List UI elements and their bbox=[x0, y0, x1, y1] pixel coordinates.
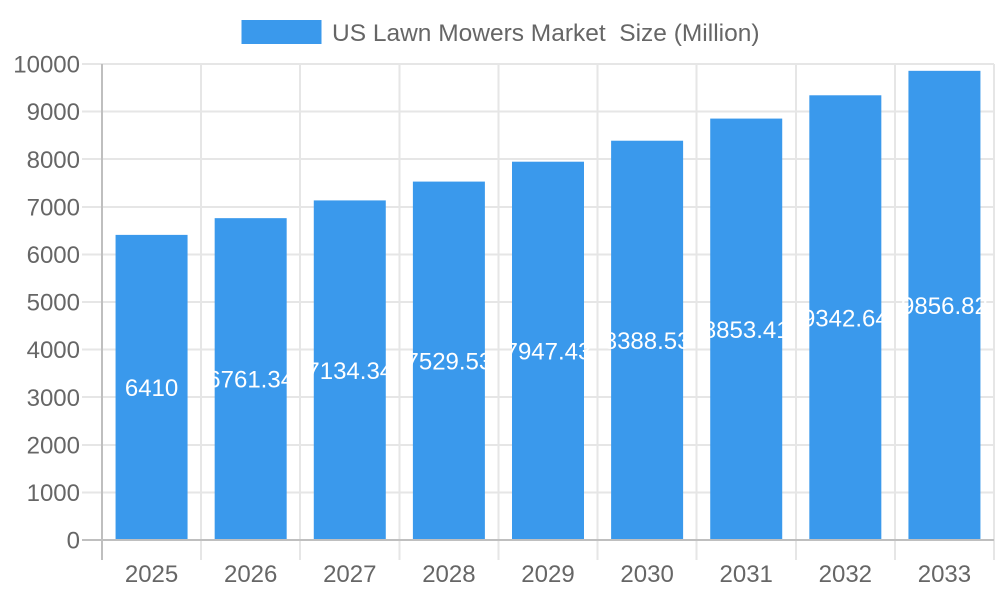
svg-text:3000: 3000 bbox=[27, 385, 80, 412]
svg-text:US Lawn Mowers Market Size (M: US Lawn Mowers Market Size (Million) bbox=[332, 20, 760, 47]
svg-text:2032: 2032 bbox=[819, 561, 872, 588]
svg-text:5000: 5000 bbox=[27, 290, 80, 317]
svg-text:2028: 2028 bbox=[422, 561, 475, 588]
svg-text:9000: 9000 bbox=[27, 99, 80, 126]
svg-text:2000: 2000 bbox=[27, 432, 80, 459]
svg-text:2033: 2033 bbox=[918, 561, 971, 588]
svg-text:10000: 10000 bbox=[13, 52, 80, 79]
svg-text:7134.34: 7134.34 bbox=[306, 358, 393, 385]
svg-text:8388.53: 8388.53 bbox=[604, 328, 691, 355]
svg-text:9856.82: 9856.82 bbox=[901, 293, 988, 320]
svg-text:4000: 4000 bbox=[27, 337, 80, 364]
svg-text:6000: 6000 bbox=[27, 242, 80, 269]
svg-text:7529.53: 7529.53 bbox=[406, 348, 493, 375]
svg-text:8853.41: 8853.41 bbox=[703, 317, 790, 344]
svg-text:9342.64: 9342.64 bbox=[802, 305, 889, 332]
svg-text:2027: 2027 bbox=[323, 561, 376, 588]
svg-text:7947.43: 7947.43 bbox=[505, 338, 592, 365]
svg-text:0: 0 bbox=[67, 528, 80, 555]
svg-text:2026: 2026 bbox=[224, 561, 277, 588]
svg-text:8000: 8000 bbox=[27, 147, 80, 174]
svg-text:2029: 2029 bbox=[521, 561, 574, 588]
svg-text:2025: 2025 bbox=[125, 561, 178, 588]
svg-text:1000: 1000 bbox=[27, 480, 80, 507]
svg-text:2031: 2031 bbox=[720, 561, 773, 588]
svg-text:6410: 6410 bbox=[125, 375, 178, 402]
svg-text:2030: 2030 bbox=[620, 561, 673, 588]
svg-text:6761.34: 6761.34 bbox=[207, 367, 294, 394]
svg-text:7000: 7000 bbox=[27, 194, 80, 221]
